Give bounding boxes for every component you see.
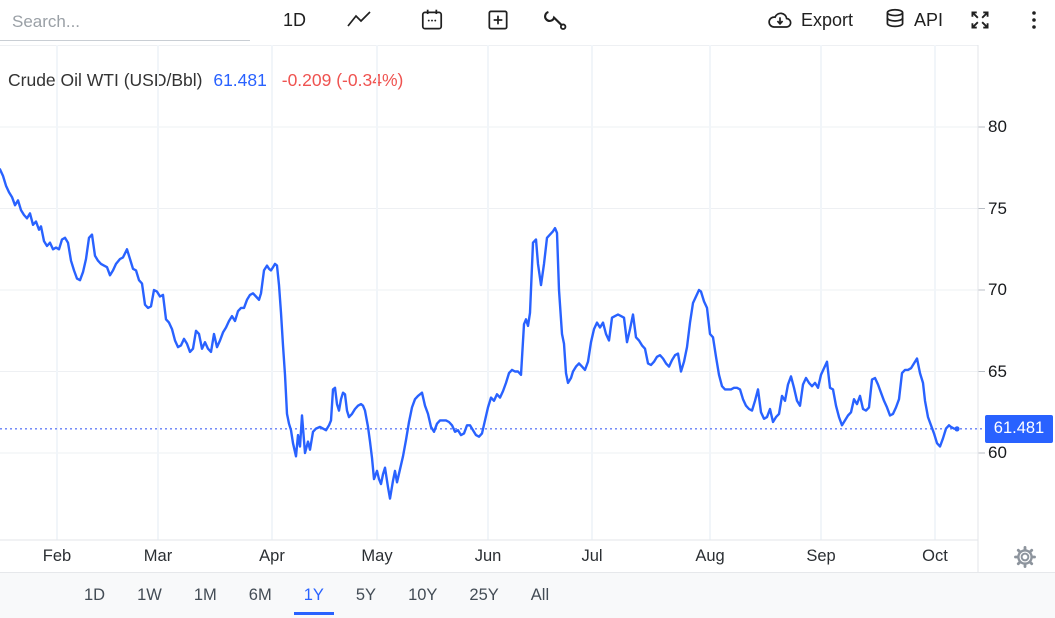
tools-button[interactable] bbox=[543, 0, 569, 40]
api-button[interactable]: API bbox=[882, 0, 943, 40]
x-axis-label-apr: Apr bbox=[259, 547, 285, 565]
range-button-1m[interactable]: 1M bbox=[193, 586, 217, 604]
chart-settings-button[interactable] bbox=[1012, 544, 1038, 570]
range-button-1y[interactable]: 1Y bbox=[288, 573, 340, 618]
search-input[interactable] bbox=[10, 11, 244, 33]
y-axis-label: 60 bbox=[988, 443, 1007, 462]
price-line-series bbox=[0, 168, 959, 500]
range-button-all[interactable]: All bbox=[530, 586, 550, 604]
api-label: API bbox=[914, 9, 944, 30]
price-chart[interactable]: 80 75 70 65 60 61.481 Feb Mar Apr May Jun Jul Aug Sep… bbox=[0, 0, 1055, 572]
date-range-button[interactable] bbox=[419, 0, 445, 40]
price-change: -0.209 (-0.34%) bbox=[281, 70, 404, 90]
x-axis-label-jul: Jul bbox=[581, 547, 603, 565]
range-button-25y[interactable]: 25Y bbox=[469, 586, 499, 604]
range-selector-bar: 1D 1W 1M 6M 1Y 5Y 10Y 25Y All bbox=[0, 572, 1055, 618]
chart-canvas[interactable] bbox=[0, 0, 1055, 572]
range-button-1w[interactable]: 1W bbox=[137, 586, 162, 604]
range-button-1d[interactable]: 1D bbox=[84, 586, 106, 604]
x-axis-label-oct: Oct bbox=[922, 547, 948, 565]
y-axis-label: 75 bbox=[988, 198, 1007, 218]
last-price: 61.481 bbox=[213, 70, 267, 90]
interval-label: 1D bbox=[283, 9, 307, 30]
current-price-badge: 61.481 bbox=[985, 414, 1053, 443]
y-axis-label: 65 bbox=[988, 361, 1007, 381]
kebab-menu-icon bbox=[1022, 7, 1046, 33]
fullscreen-icon bbox=[966, 7, 994, 33]
last-point-marker bbox=[954, 426, 960, 432]
database-icon bbox=[882, 7, 908, 33]
search-box[interactable] bbox=[0, 4, 250, 41]
more-menu-button[interactable] bbox=[1022, 0, 1046, 40]
range-button-5y[interactable]: 5Y bbox=[355, 586, 377, 604]
export-label: Export bbox=[801, 9, 854, 30]
fullscreen-button[interactable] bbox=[966, 0, 994, 40]
line-chart-icon bbox=[344, 7, 374, 33]
export-button[interactable]: Export bbox=[765, 0, 853, 40]
calendar-icon bbox=[419, 7, 445, 33]
line-style-button[interactable] bbox=[344, 0, 374, 40]
y-axis-label: 80 bbox=[988, 117, 1007, 136]
wrench-icon bbox=[543, 7, 569, 33]
range-button-6m[interactable]: 6M bbox=[248, 586, 272, 604]
x-axis-label-sep: Sep bbox=[806, 547, 836, 565]
x-axis-label-feb: Feb bbox=[42, 547, 72, 565]
x-axis-label-aug: Aug bbox=[695, 547, 725, 565]
x-axis-label-jun: Jun bbox=[474, 547, 502, 565]
range-button-10y[interactable]: 10Y bbox=[408, 586, 438, 604]
compare-add-button[interactable] bbox=[485, 0, 511, 40]
x-axis-label-mar: Mar bbox=[143, 547, 173, 565]
plus-square-icon bbox=[485, 7, 511, 33]
x-axis-label-may: May bbox=[361, 547, 393, 565]
gear-icon bbox=[1012, 546, 1038, 574]
interval-button[interactable]: 1D bbox=[283, 0, 306, 40]
y-axis-label: 70 bbox=[988, 280, 1007, 299]
top-toolbar: 1D bbox=[0, 0, 1055, 45]
cloud-download-icon bbox=[765, 7, 795, 33]
